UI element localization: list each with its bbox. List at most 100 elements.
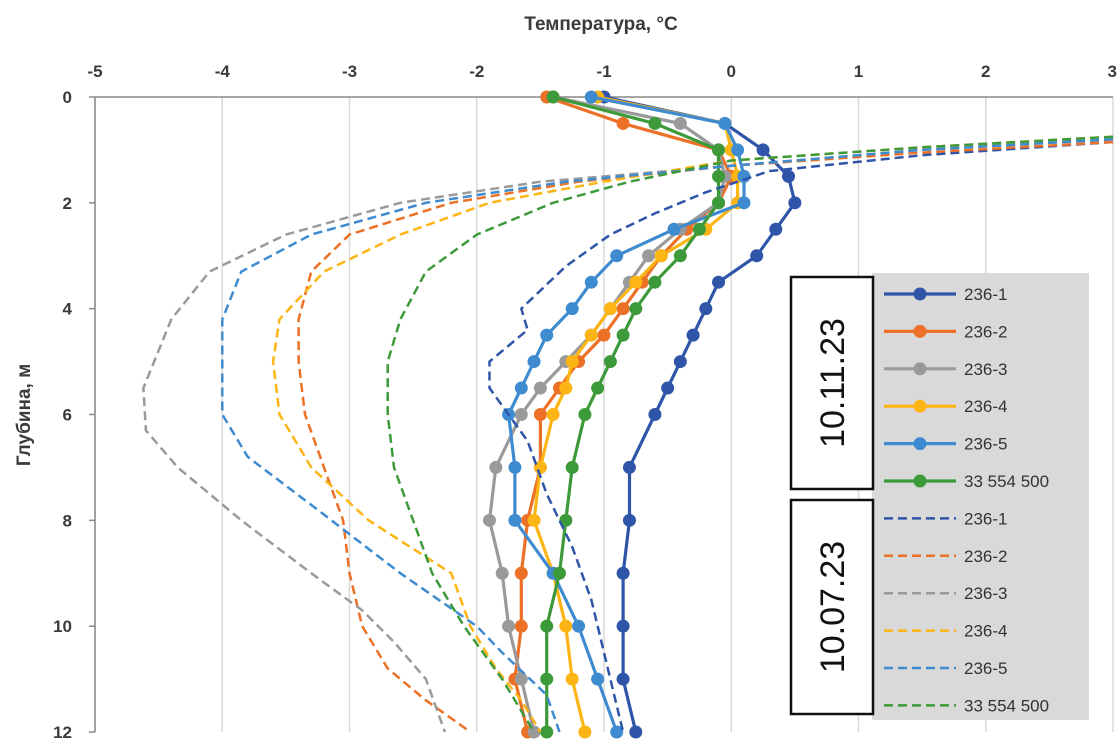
legend-marker bbox=[913, 287, 927, 301]
data-point bbox=[737, 196, 751, 210]
data-point bbox=[559, 381, 573, 395]
y-tick-label: 0 bbox=[63, 88, 72, 107]
data-point bbox=[552, 566, 566, 580]
date-group-label: 10.11.23 bbox=[814, 318, 852, 448]
dashed-series-236-5 bbox=[221, 138, 1114, 733]
legend-label: 236-3 bbox=[964, 584, 1007, 603]
series-lines bbox=[142, 90, 1114, 739]
data-point bbox=[565, 460, 579, 474]
data-point bbox=[578, 408, 592, 421]
data-point bbox=[654, 249, 668, 263]
data-point bbox=[546, 408, 560, 421]
data-point bbox=[533, 408, 547, 421]
data-point bbox=[648, 408, 662, 421]
legend-label: 236-1 bbox=[964, 509, 1007, 528]
data-point bbox=[788, 196, 802, 210]
data-point bbox=[712, 169, 726, 183]
data-point bbox=[514, 381, 528, 395]
data-point bbox=[616, 116, 630, 130]
x-tick-label: 0 bbox=[727, 62, 736, 81]
x-tick-label: 1 bbox=[854, 62, 863, 81]
data-point bbox=[731, 143, 745, 157]
data-point bbox=[699, 302, 713, 316]
x-tick-label: -4 bbox=[215, 62, 231, 81]
data-point bbox=[540, 725, 554, 739]
legend-label: 33 554 500 bbox=[964, 696, 1049, 715]
legend-marker bbox=[913, 474, 927, 488]
legend-label: 236-5 bbox=[964, 659, 1007, 678]
data-point bbox=[559, 619, 573, 633]
data-point bbox=[584, 275, 598, 289]
y-tick-label: 8 bbox=[63, 511, 72, 530]
data-point bbox=[629, 302, 643, 316]
data-point bbox=[540, 672, 554, 686]
data-point bbox=[603, 355, 617, 369]
data-point bbox=[661, 381, 675, 395]
data-point bbox=[527, 513, 541, 527]
data-point bbox=[622, 513, 636, 527]
x-tick-label: 3 bbox=[1108, 62, 1117, 81]
data-point bbox=[514, 619, 528, 633]
data-point bbox=[756, 143, 770, 157]
data-point bbox=[737, 169, 751, 183]
data-point bbox=[495, 566, 509, 580]
data-point bbox=[559, 513, 573, 527]
legend-label: 236-2 bbox=[964, 547, 1007, 566]
data-point bbox=[533, 381, 547, 395]
legend-label: 236-4 bbox=[964, 622, 1007, 641]
data-point bbox=[540, 619, 554, 633]
series-33-554-500 bbox=[545, 95, 721, 732]
data-point bbox=[597, 328, 611, 342]
data-point bbox=[782, 169, 796, 183]
data-point bbox=[514, 408, 528, 421]
data-point bbox=[565, 302, 579, 316]
dashed-series-236-1 bbox=[488, 140, 1114, 733]
data-point bbox=[514, 672, 528, 686]
data-point bbox=[616, 566, 630, 580]
data-point bbox=[565, 355, 579, 369]
data-point bbox=[622, 460, 636, 474]
data-point bbox=[603, 302, 617, 316]
data-point bbox=[514, 566, 528, 580]
data-point bbox=[673, 355, 687, 369]
legend-marker bbox=[913, 362, 927, 376]
data-point bbox=[584, 90, 598, 104]
legend-marker bbox=[913, 324, 927, 338]
data-point bbox=[750, 249, 764, 263]
data-point bbox=[712, 143, 726, 157]
legend: 236-1 236-2 236-3 236-4 236-5 33 554 500 236-1… bbox=[789, 273, 1089, 720]
data-point bbox=[508, 513, 522, 527]
legend-marker bbox=[913, 399, 927, 413]
x-tick-label: -5 bbox=[87, 62, 102, 81]
data-point bbox=[572, 619, 586, 633]
y-axis-title: Глубина, м bbox=[14, 364, 35, 466]
data-point bbox=[616, 302, 630, 316]
data-point bbox=[546, 90, 560, 104]
data-point bbox=[667, 222, 681, 236]
legend-label: 236-2 bbox=[964, 322, 1007, 341]
x-tick-labels: -5 -4 -3 -2 -1 0 1 2 3 bbox=[87, 62, 1117, 81]
data-point bbox=[692, 222, 706, 236]
legend-background bbox=[872, 273, 1089, 720]
data-point bbox=[718, 116, 732, 130]
data-point bbox=[565, 672, 579, 686]
data-point bbox=[610, 725, 624, 739]
x-tick-label: -2 bbox=[469, 62, 484, 81]
x-tick-label: 2 bbox=[981, 62, 990, 81]
data-point bbox=[591, 381, 605, 395]
legend-label: 236-4 bbox=[964, 397, 1007, 416]
data-point bbox=[642, 249, 656, 263]
date-group-box bbox=[789, 275, 875, 491]
dashed-series-33-554-500 bbox=[386, 135, 1114, 733]
x-tick-label: -3 bbox=[342, 62, 357, 81]
series-group bbox=[142, 90, 1114, 739]
y-tick-label: 12 bbox=[53, 723, 72, 740]
data-point bbox=[616, 672, 630, 686]
data-point bbox=[489, 460, 503, 474]
data-point bbox=[712, 275, 726, 289]
dashed-series-236-3 bbox=[142, 138, 1114, 733]
data-point bbox=[591, 672, 605, 686]
legend-label: 33 554 500 bbox=[964, 472, 1049, 491]
data-point bbox=[508, 460, 522, 474]
data-point bbox=[648, 275, 662, 289]
